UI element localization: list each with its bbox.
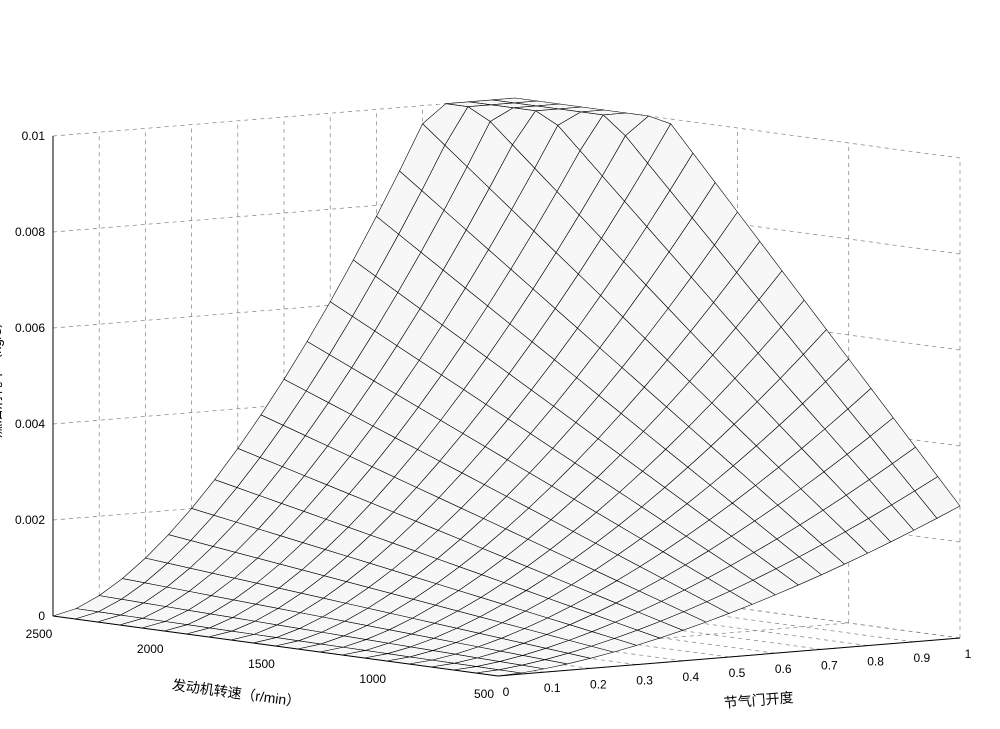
svg-text:0.7: 0.7 [821,658,838,672]
svg-text:0.5: 0.5 [729,666,746,680]
svg-text:1500: 1500 [248,657,275,671]
svg-text:0.3: 0.3 [636,674,653,688]
svg-text:2500: 2500 [26,627,53,641]
svg-text:0.8: 0.8 [867,655,884,669]
svg-text:0.01: 0.01 [22,129,46,143]
surface-mesh [53,98,960,676]
svg-text:0.008: 0.008 [15,225,45,239]
svg-text:500: 500 [474,687,494,701]
svg-text:0.2: 0.2 [590,677,607,691]
svg-text:0.6: 0.6 [775,662,792,676]
svg-text:0.006: 0.006 [15,321,45,335]
svg-text:0.002: 0.002 [15,513,45,527]
surface-3d-plot: 00.10.20.30.40.50.60.70.80.9150010001500… [0,0,1000,729]
svg-text:0: 0 [38,609,45,623]
z-axis-label: 燃油消耗率（kg/s） [0,314,4,438]
svg-text:2000: 2000 [137,642,164,656]
svg-text:0.004: 0.004 [15,417,45,431]
svg-text:1000: 1000 [359,672,386,686]
y-axis-label: 发动机转速（r/min） [171,676,301,709]
svg-text:1: 1 [965,647,972,661]
svg-text:0.1: 0.1 [544,681,561,695]
svg-text:0.4: 0.4 [682,670,699,684]
x-axis-label: 节气门开度 [723,689,794,711]
svg-text:0.9: 0.9 [913,651,930,665]
svg-text:0: 0 [503,685,510,699]
